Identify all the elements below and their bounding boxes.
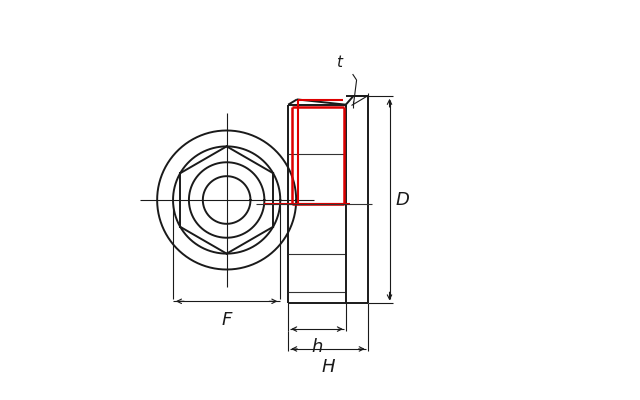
Text: h: h [311,338,323,356]
Text: t: t [336,55,342,70]
Text: H: H [321,358,335,376]
Text: F: F [221,311,232,329]
Text: D: D [395,191,409,209]
